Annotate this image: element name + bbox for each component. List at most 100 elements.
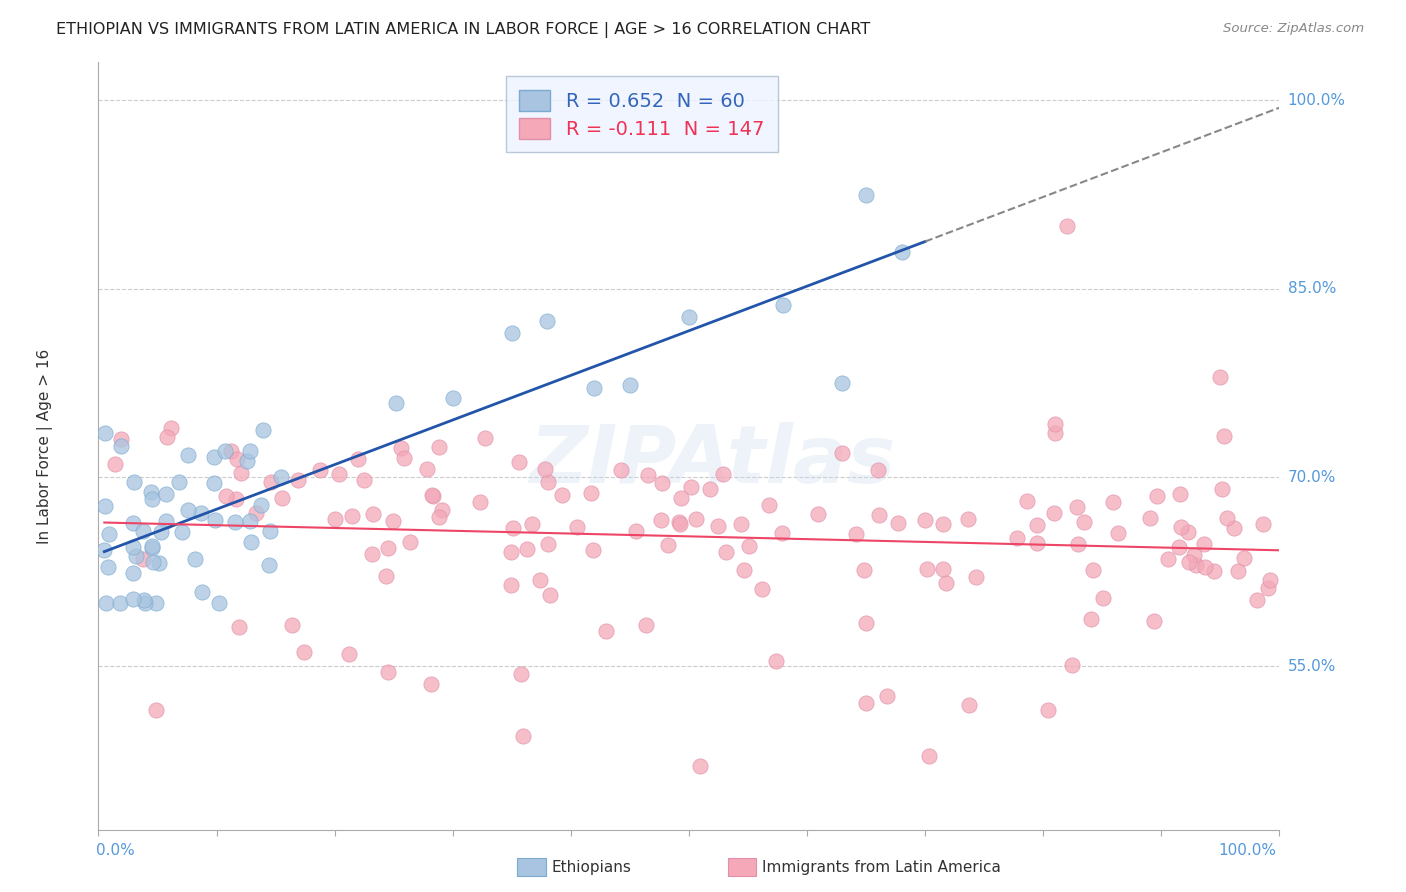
Text: Ethiopians: Ethiopians <box>551 860 631 874</box>
Point <box>337 647 360 661</box>
Point <box>176 448 198 462</box>
Point <box>1066 500 1088 514</box>
Point <box>228 619 250 633</box>
Point <box>890 245 912 260</box>
Point <box>510 667 533 681</box>
Point <box>374 568 396 582</box>
Point <box>579 485 602 500</box>
Point <box>155 487 177 501</box>
Point <box>1146 489 1168 503</box>
Point <box>347 452 370 467</box>
Point <box>1026 535 1049 549</box>
Point <box>231 467 253 481</box>
Point <box>1209 369 1232 384</box>
Point <box>1257 581 1279 595</box>
Point <box>714 545 737 559</box>
Point <box>935 575 957 590</box>
Point <box>772 526 794 541</box>
Point <box>110 432 132 446</box>
Point <box>176 502 198 516</box>
Point <box>965 569 987 583</box>
Text: 55.0%: 55.0% <box>1288 658 1336 673</box>
Point <box>141 541 163 555</box>
Point <box>567 520 589 534</box>
Point <box>657 538 679 552</box>
Point <box>1056 219 1078 233</box>
Point <box>468 495 491 509</box>
Point <box>711 467 734 481</box>
Point <box>384 396 406 410</box>
Point <box>1233 550 1256 565</box>
Point <box>281 618 304 632</box>
Point <box>1202 564 1225 578</box>
Point <box>681 481 703 495</box>
Point <box>427 441 450 455</box>
Point <box>422 489 444 503</box>
Point <box>831 445 853 459</box>
Point <box>668 515 690 529</box>
Text: ZIPAtlas: ZIPAtlas <box>530 422 896 500</box>
Point <box>1157 552 1180 566</box>
Point <box>97 526 120 541</box>
Point <box>221 444 243 458</box>
Point <box>651 476 673 491</box>
Point <box>758 498 780 512</box>
Point <box>529 574 551 588</box>
Point <box>160 421 183 435</box>
Point <box>1170 519 1192 533</box>
Point <box>259 558 281 573</box>
Text: 100.0%: 100.0% <box>1288 93 1346 108</box>
Point <box>1073 515 1095 529</box>
Point <box>1251 517 1274 532</box>
Text: 70.0%: 70.0% <box>1288 470 1336 485</box>
Point <box>1177 525 1199 540</box>
Point <box>122 516 145 530</box>
Point <box>957 512 980 526</box>
Point <box>1182 548 1205 562</box>
Point <box>520 516 543 531</box>
Point <box>1258 573 1281 587</box>
Point <box>204 513 226 527</box>
Point <box>1139 511 1161 525</box>
Point <box>669 491 692 506</box>
Point <box>394 450 416 465</box>
Point <box>252 424 274 438</box>
Point <box>1185 558 1208 572</box>
Point <box>132 524 155 538</box>
Point <box>97 560 120 574</box>
Point <box>501 326 523 340</box>
Point <box>624 524 647 538</box>
Point <box>868 508 890 522</box>
Point <box>353 473 375 487</box>
Point <box>141 539 163 553</box>
Point <box>1177 555 1199 569</box>
Point <box>534 461 557 475</box>
Point <box>441 392 464 406</box>
Point <box>636 618 658 632</box>
Point <box>807 507 830 521</box>
Point <box>831 376 853 390</box>
Text: 85.0%: 85.0% <box>1288 281 1336 296</box>
Point <box>340 508 363 523</box>
Point <box>104 457 127 471</box>
Point <box>190 506 212 520</box>
Point <box>1194 560 1216 574</box>
Point <box>150 525 173 540</box>
Point <box>1192 537 1215 551</box>
Point <box>1227 564 1250 578</box>
Point <box>108 596 131 610</box>
Point <box>236 454 259 468</box>
Point <box>733 562 755 576</box>
Point <box>260 475 283 490</box>
Point <box>239 443 262 458</box>
Point <box>208 596 231 610</box>
Point <box>1213 429 1236 443</box>
Point <box>772 298 794 312</box>
Point <box>650 513 672 527</box>
Point <box>595 624 617 638</box>
Point <box>94 426 117 441</box>
Point <box>420 677 443 691</box>
Point <box>94 499 117 513</box>
Point <box>1211 482 1233 496</box>
Point <box>499 578 522 592</box>
